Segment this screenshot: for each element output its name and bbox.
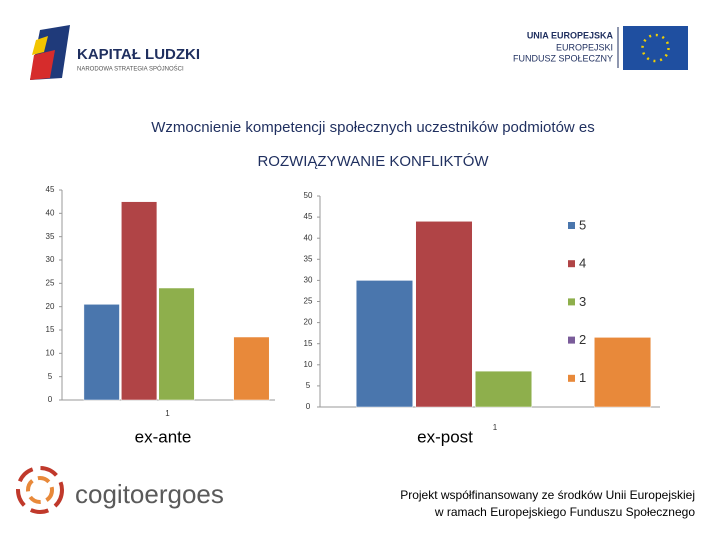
bar: [474, 370, 533, 408]
legend-label: 4: [579, 256, 586, 271]
y-tick-label: 25: [46, 278, 55, 287]
bar: [121, 201, 158, 401]
eu-line1: UNIA EUROPEJSKA: [527, 30, 614, 40]
legend-label: 2: [579, 332, 586, 347]
y-tick-label: 30: [304, 276, 313, 285]
legend-swatch: [568, 336, 575, 344]
y-tick-label: 40: [46, 208, 55, 217]
footer-line2: w ramach Europejskiego Funduszu Społeczn…: [434, 505, 695, 519]
y-tick-label: 35: [46, 232, 55, 241]
slide-title: Wzmocnienie kompetencji społecznych ucze…: [151, 119, 595, 136]
y-tick-label: 15: [46, 325, 55, 334]
bar: [594, 337, 652, 408]
legend-label: 1: [579, 370, 586, 385]
y-tick-label: 5: [306, 381, 311, 390]
y-tick-label: 45: [304, 212, 313, 221]
y-tick-label: 45: [46, 185, 55, 194]
bar: [415, 221, 473, 408]
x-tick-label: 1: [165, 409, 170, 418]
legend-swatch: [568, 298, 575, 306]
x-axis-label: ex-ante: [135, 427, 192, 446]
eu-line3: FUNDUSZ SPOŁECZNY: [513, 53, 613, 63]
y-tick-label: 10: [304, 360, 313, 369]
y-tick-label: 50: [304, 191, 313, 200]
legend-label: 3: [579, 294, 586, 309]
footer-logo-text: cogitoergoes: [75, 479, 224, 509]
kapital-ludzki-logo: KAPITAŁ LUDZKI NARODOWA STRATEGIA SPÓJNO…: [30, 25, 200, 80]
legend-label: 5: [579, 217, 586, 232]
legend-swatch: [568, 260, 575, 268]
bar: [158, 287, 195, 401]
legend-swatch: [568, 222, 575, 229]
y-tick-label: 20: [46, 302, 55, 311]
bar: [233, 336, 270, 401]
eu-logo: UNIA EUROPEJSKA EUROPEJSKI FUNDUSZ SPOŁE…: [513, 26, 688, 70]
logo-title: KAPITAŁ LUDZKI: [77, 46, 200, 63]
y-tick-label: 5: [48, 372, 53, 381]
y-tick-label: 35: [304, 254, 313, 263]
bar: [83, 304, 120, 401]
y-tick-label: 0: [48, 395, 53, 404]
y-tick-label: 30: [46, 255, 55, 264]
cogito-logo: cogitoergoes: [16, 466, 224, 514]
eu-line2: EUROPEJSKI: [556, 42, 613, 52]
chart-subtitle: ROZWIĄZYWANIE KONFLIKTÓW: [257, 153, 489, 170]
x-tick-label: 1: [493, 423, 498, 432]
y-tick-label: 15: [304, 339, 313, 348]
y-tick-label: 40: [304, 233, 313, 242]
y-tick-label: 25: [304, 297, 313, 306]
y-tick-label: 10: [46, 348, 55, 357]
legend-swatch: [568, 374, 575, 382]
y-tick-label: 0: [306, 402, 311, 411]
logo-subtitle: NARODOWA STRATEGIA SPÓJNOŚCI: [77, 65, 184, 73]
footer-line1: Projekt współfinansowany ze środków Unii…: [400, 488, 695, 502]
x-axis-label: ex-post: [417, 427, 473, 446]
y-tick-label: 20: [304, 318, 313, 327]
bar: [355, 280, 413, 408]
